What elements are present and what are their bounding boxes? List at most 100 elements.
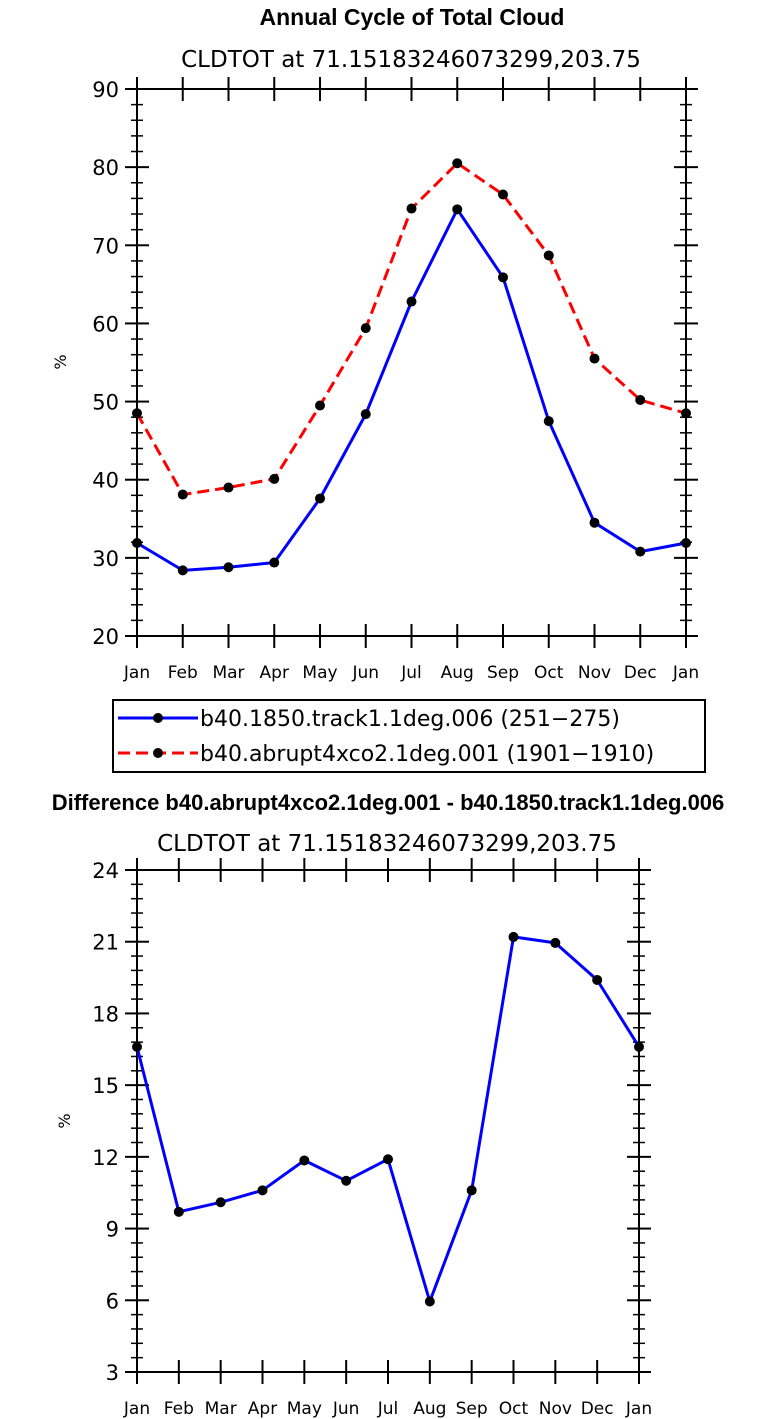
- bottom-y-tick-label: 15: [92, 1074, 119, 1098]
- bottom-series-1-point: [634, 1041, 644, 1052]
- top-series-2-point: [635, 395, 646, 406]
- top-series-2-point: [177, 489, 188, 500]
- top-x-tick-label: Jan: [672, 663, 699, 683]
- top-y-tick-label: 50: [92, 391, 119, 415]
- bottom-y-tick-label: 3: [106, 1361, 119, 1385]
- top-y-tick-label: 90: [92, 78, 119, 102]
- top-series-1-point: [315, 493, 325, 504]
- bottom-x-tick-label: Oct: [499, 1399, 529, 1419]
- bottom-series-1-point: [257, 1185, 268, 1196]
- legend: b40.1850.track1.1deg.006 (251−275) b40.a…: [112, 699, 706, 773]
- legend-marker-series-1: [153, 713, 163, 723]
- top-series-2-point: [452, 158, 463, 169]
- bottom-series-1-point: [341, 1175, 352, 1186]
- bottom-x-tick-label: Feb: [164, 1399, 194, 1419]
- top-plot-frame: [136, 88, 687, 637]
- bottom-y-axis-label: %: [55, 1113, 74, 1128]
- legend-label-series-2: b40.abrupt4xco2.1deg.001 (1901−1910): [200, 742, 654, 767]
- top-x-tick-label: Aug: [441, 663, 474, 683]
- top-chart-title: Annual Cycle of Total Cloud: [260, 4, 565, 30]
- bottom-chart-title: Difference b40.abrupt4xco2.1deg.001 - b4…: [52, 790, 725, 815]
- bottom-x-tick-label: Jan: [625, 1399, 652, 1419]
- top-y-tick-label: 80: [92, 156, 119, 180]
- top-series-2-point: [315, 400, 325, 411]
- top-series-1-point: [498, 272, 508, 283]
- top-x-tick-label: Mar: [212, 663, 244, 683]
- top-x-tick-label: Dec: [624, 663, 657, 683]
- top-series-1-point: [177, 565, 188, 576]
- top-x-tick-label: Nov: [578, 663, 611, 683]
- top-series-1-point: [635, 546, 646, 557]
- top-x-tick-label: Feb: [168, 663, 198, 683]
- bottom-series-1-point: [215, 1197, 226, 1208]
- bottom-y-tick-label: 18: [92, 1002, 119, 1026]
- bottom-x-tick-label: Aug: [413, 1399, 446, 1419]
- legend-box: [112, 699, 706, 773]
- top-series-1-point: [543, 416, 554, 427]
- top-series-1-point: [360, 409, 371, 420]
- bottom-x-tick-label: Apr: [248, 1399, 277, 1419]
- top-series-2-point: [543, 250, 554, 261]
- top-series-2-point: [269, 473, 280, 484]
- top-y-tick-label: 60: [92, 312, 119, 336]
- top-series-1-line: [136, 207, 687, 572]
- bottom-x-tick-label: Jun: [332, 1399, 360, 1419]
- top-y-axis-label: %: [51, 354, 70, 369]
- top-x-tick-label: Oct: [534, 663, 564, 683]
- bottom-x-tick-label: Jul: [377, 1399, 399, 1419]
- top-series-1-point: [452, 204, 463, 215]
- legend-marker-series-2: [153, 748, 163, 758]
- bottom-y-tick-label: 12: [92, 1146, 119, 1170]
- top-series-1-point: [406, 296, 417, 307]
- bottom-x-tick-label: Dec: [581, 1399, 614, 1419]
- top-chart-subtitle: CLDTOT at 71.15183246073299,203.75: [181, 47, 641, 73]
- top-x-tick-label: May: [302, 663, 337, 683]
- bottom-y-tick-label: 21: [92, 931, 119, 955]
- top-y-tick-label: 20: [92, 625, 119, 649]
- top-series-2-point: [589, 353, 600, 364]
- bottom-chart-subtitle: CLDTOT at 71.15183246073299,203.75: [157, 831, 617, 857]
- top-y-tick-label: 70: [92, 234, 119, 258]
- top-series-1-point: [681, 538, 691, 549]
- bottom-plot-frame: [136, 869, 640, 1373]
- bottom-series-1-point: [550, 937, 561, 948]
- top-y-tick-label: 40: [92, 469, 119, 493]
- bottom-x-tick-label: May: [287, 1399, 322, 1419]
- bottom-series-1-point: [508, 931, 519, 942]
- top-series-1-point: [223, 562, 234, 573]
- bottom-x-tick-label: Mar: [205, 1399, 237, 1419]
- bottom-series-1-point: [592, 974, 603, 985]
- top-x-tick-label: Jan: [123, 663, 150, 683]
- bottom-series-1-line: [135, 935, 641, 1303]
- top-series-2-point: [406, 203, 417, 214]
- top-series-1-point: [589, 517, 600, 528]
- bottom-y-tick-label: 6: [106, 1289, 119, 1313]
- bottom-series-1-point: [424, 1296, 435, 1307]
- bottom-x-tick-label: Nov: [539, 1399, 572, 1419]
- top-series-1-point: [132, 538, 142, 549]
- bottom-y-tick-label: 24: [92, 859, 119, 883]
- bottom-series-1-point: [132, 1041, 142, 1052]
- top-series-1-point: [269, 557, 280, 568]
- top-x-tick-label: Jun: [351, 663, 379, 683]
- top-x-tick-label: Jul: [400, 663, 422, 683]
- top-series-2-point: [498, 189, 508, 200]
- top-series-2-point: [223, 482, 234, 493]
- top-x-tick-label: Apr: [260, 663, 289, 683]
- bottom-x-tick-label: Sep: [456, 1399, 488, 1419]
- top-x-tick-label: Sep: [487, 663, 519, 683]
- top-series-2-point: [681, 408, 691, 419]
- bottom-series-1-point: [173, 1206, 184, 1217]
- bottom-x-tick-label: Jan: [123, 1399, 150, 1419]
- top-series-2-point: [360, 323, 371, 334]
- bottom-series-1-point: [383, 1154, 393, 1165]
- bottom-plot-area: 3 6 9 12 15 18 21 24 Jan Feb Mar Apr May Jun Jul Aug Sep…: [92, 858, 652, 1419]
- top-plot-area: 20 30 40 50 60 70 80 90 Jan Feb Mar Apr May Jun Jul Aug…: [92, 77, 699, 683]
- bottom-series-1-point: [299, 1155, 310, 1166]
- top-series-2-point: [132, 408, 142, 419]
- top-y-tick-label: 30: [92, 547, 119, 571]
- bottom-series-1-point: [466, 1185, 477, 1196]
- legend-label-series-1: b40.1850.track1.1deg.006 (251−275): [200, 707, 620, 732]
- bottom-y-tick-label: 9: [106, 1218, 119, 1242]
